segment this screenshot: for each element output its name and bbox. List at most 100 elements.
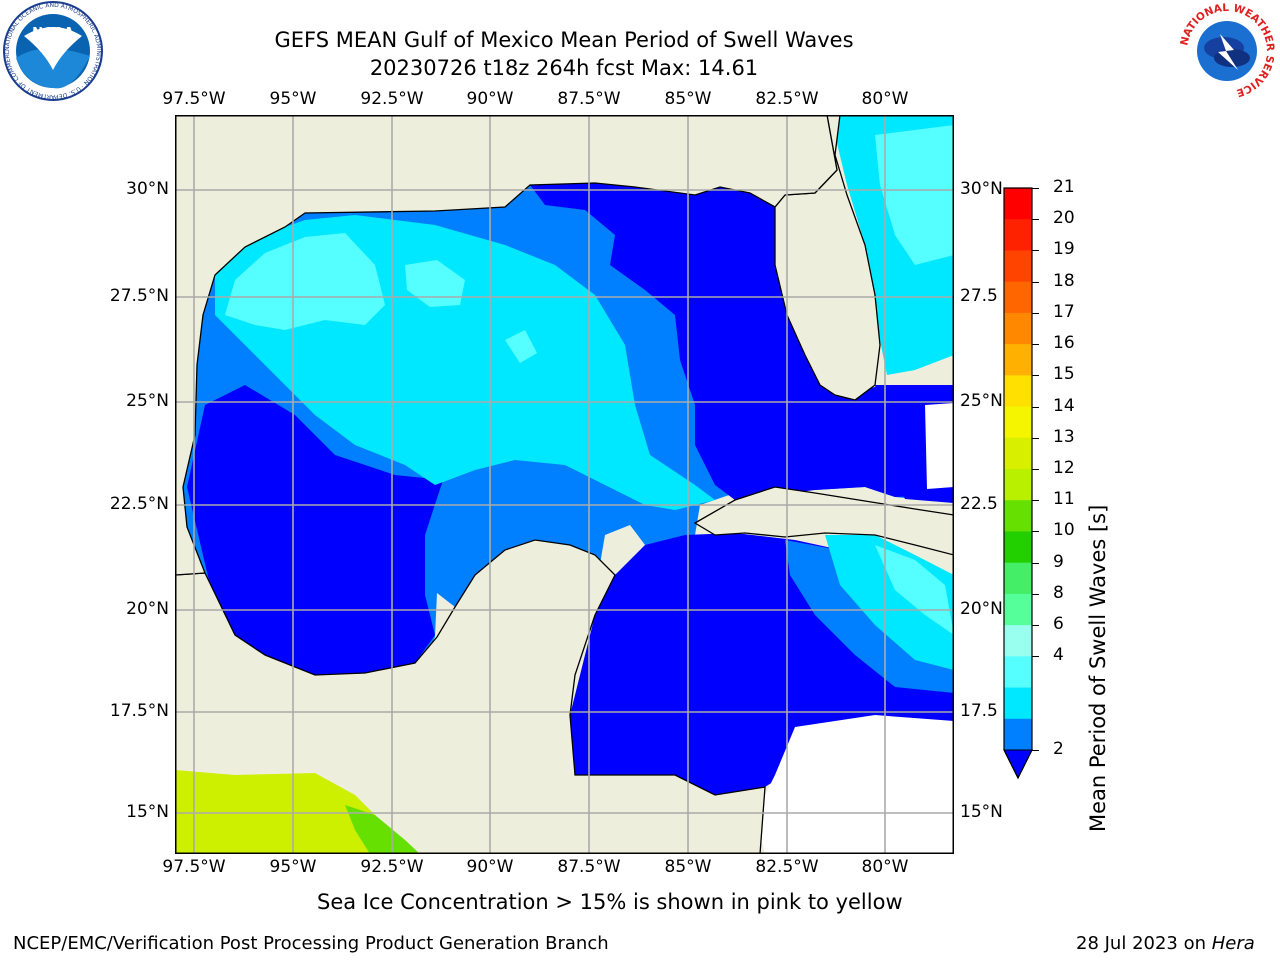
lon-tick-label: 80°W bbox=[861, 89, 909, 109]
colorbar bbox=[1003, 187, 1033, 780]
colorbar-swatch bbox=[1004, 406, 1032, 439]
colorbar-tick-label: 8 bbox=[1053, 582, 1064, 603]
colorbar-tick-label: 17 bbox=[1053, 301, 1075, 322]
colorbar-tick-label: 15 bbox=[1053, 364, 1075, 385]
lat-tick-label: 15°N bbox=[126, 802, 169, 822]
us-gulf-coast-land bbox=[175, 115, 838, 576]
colorbar-tick-mark bbox=[1032, 250, 1039, 252]
lat-tick-label: 25°N bbox=[126, 391, 169, 411]
colorbar-tick-mark bbox=[1032, 750, 1039, 751]
lat-tick-label: 27.5 bbox=[960, 286, 998, 306]
colorbar-tick-label: 12 bbox=[1053, 458, 1075, 478]
map-title-line1: GEFS MEAN Gulf of Mexico Mean Period of … bbox=[274, 28, 854, 52]
atlantic-light-cyan bbox=[875, 125, 954, 265]
colorbar-swatch bbox=[1004, 562, 1032, 595]
colorbar-tick-mark bbox=[1032, 219, 1039, 221]
colorbar-tick-mark bbox=[1032, 312, 1039, 314]
colorbar-swatch bbox=[1004, 625, 1032, 657]
colorbar-tick-mark bbox=[1032, 531, 1039, 533]
colorbar-swatch bbox=[1004, 593, 1032, 626]
lon-tick-label: 82.5°W bbox=[755, 857, 819, 877]
lat-tick-label: 22.5 bbox=[960, 494, 998, 514]
lat-tick-label: 15°N bbox=[960, 802, 1003, 822]
lat-tick-label: 17.5°N bbox=[109, 701, 169, 721]
colorbar-swatch bbox=[1004, 531, 1032, 564]
cuba-land bbox=[693, 486, 954, 556]
colorbar-swatch bbox=[1004, 500, 1032, 532]
lat-tick-label: 30°N bbox=[126, 179, 169, 199]
lat-tick-label: 20°N bbox=[960, 599, 1003, 619]
gulf-light-cyan-patch-2 bbox=[405, 260, 465, 307]
colorbar-tick-mark bbox=[1032, 593, 1039, 595]
colorbar-swatch bbox=[1004, 219, 1032, 251]
lat-tick-label: 20°N bbox=[126, 599, 169, 619]
colorbar-tick-label: 21 bbox=[1053, 177, 1075, 197]
footer-date: 28 Jul 2023 on Hera bbox=[1076, 933, 1255, 954]
colorbar-tick-label: 16 bbox=[1053, 333, 1075, 354]
map-gridlines bbox=[175, 115, 954, 854]
gulf-deep-blue-west bbox=[187, 385, 443, 675]
colorbar-tick-mark bbox=[1032, 562, 1039, 564]
noaa-logo-icon: NATIONAL OCEANIC AND ATMOSPHERIC ADMINIS… bbox=[2, 0, 103, 101]
pacific-yellow-green bbox=[175, 770, 415, 854]
colorbar-tick-mark bbox=[1032, 437, 1039, 439]
lon-tick-label: 97.5°W bbox=[162, 89, 226, 109]
lon-tick-label: 87.5°W bbox=[557, 857, 621, 877]
colorbar-swatch bbox=[1004, 437, 1032, 470]
lat-tick-label: 27.5°N bbox=[109, 286, 169, 306]
colorbar-tick-mark bbox=[1032, 656, 1039, 658]
lon-tick-label: 85°W bbox=[664, 857, 712, 877]
colorbar-tick-label: 13 bbox=[1053, 426, 1075, 447]
colorbar-swatch bbox=[1004, 718, 1032, 751]
lat-tick-label: 22.5°N bbox=[109, 494, 169, 514]
lon-tick-label: 95°W bbox=[269, 857, 317, 877]
gulf-light-cyan-patch bbox=[225, 233, 385, 330]
footer-credit: NCEP/EMC/Verification Post Processing Pr… bbox=[13, 933, 609, 954]
colorbar-swatch bbox=[1004, 656, 1032, 689]
sea-ice-caption: Sea Ice Concentration > 15% is shown in … bbox=[317, 890, 903, 914]
colorbar-tick-label: 20 bbox=[1053, 208, 1075, 229]
colorbar-tick-label: 19 bbox=[1053, 239, 1075, 260]
colorbar-tick-mark bbox=[1032, 375, 1039, 377]
colorbar-tick-label: 6 bbox=[1053, 614, 1064, 635]
caribbean-light-cyan bbox=[875, 545, 954, 635]
colorbar-swatch bbox=[1004, 469, 1032, 501]
lon-tick-label: 92.5°W bbox=[360, 89, 424, 109]
colorbar-tick-mark bbox=[1032, 469, 1039, 470]
no-data-region-bahamas bbox=[925, 403, 954, 489]
colorbar-swatch bbox=[1004, 281, 1032, 314]
lon-tick-label: 90°W bbox=[466, 857, 514, 877]
colorbar-tick-label: 10 bbox=[1053, 520, 1075, 541]
colorbar-swatch bbox=[1004, 188, 1032, 220]
colorbar-tick-label: 18 bbox=[1053, 270, 1075, 291]
colorbar-swatch bbox=[1004, 344, 1032, 376]
map-title-line2: 20230726 t18z 264h fcst Max: 14.61 bbox=[369, 56, 759, 80]
yucatan-land bbox=[175, 539, 766, 854]
lon-tick-label: 85°W bbox=[664, 89, 712, 109]
colorbar-tick-label: 9 bbox=[1053, 551, 1064, 572]
colorbar-tick-mark bbox=[1032, 500, 1039, 502]
gulf-deep-blue-east bbox=[530, 183, 954, 500]
lon-tick-label: 80°W bbox=[861, 857, 909, 877]
colorbar-swatch bbox=[1004, 312, 1032, 345]
colorbar-tick-mark bbox=[1032, 344, 1039, 346]
nws-logo-icon: NATIONAL WEATHER SERVICE bbox=[1178, 2, 1276, 100]
colorbar-swatch bbox=[1004, 687, 1032, 720]
colorbar-tick-mark bbox=[1032, 188, 1039, 189]
colorbar-swatch bbox=[1004, 250, 1032, 283]
map-frame bbox=[175, 115, 954, 854]
colorbar-tick-mark bbox=[1032, 406, 1039, 408]
no-data-region-caribbean bbox=[755, 715, 954, 854]
colorbar-tick-label: 11 bbox=[1053, 489, 1075, 510]
colorbar-tick-mark bbox=[1032, 625, 1039, 627]
colorbar-label: Mean Period of Swell Waves [s] bbox=[1086, 504, 1110, 832]
colorbar-tick-mark bbox=[1032, 281, 1039, 283]
footer-date-text: 28 Jul 2023 on bbox=[1076, 933, 1212, 954]
swell-period-map bbox=[175, 115, 954, 854]
pacific-green bbox=[345, 805, 420, 854]
colorbar-swatch bbox=[1004, 375, 1032, 408]
lat-tick-label: 25°N bbox=[960, 391, 1003, 411]
lat-tick-label: 30°N bbox=[960, 179, 1003, 199]
lon-tick-label: 92.5°W bbox=[360, 857, 424, 877]
colorbar-extend-triangle bbox=[1003, 749, 1033, 780]
